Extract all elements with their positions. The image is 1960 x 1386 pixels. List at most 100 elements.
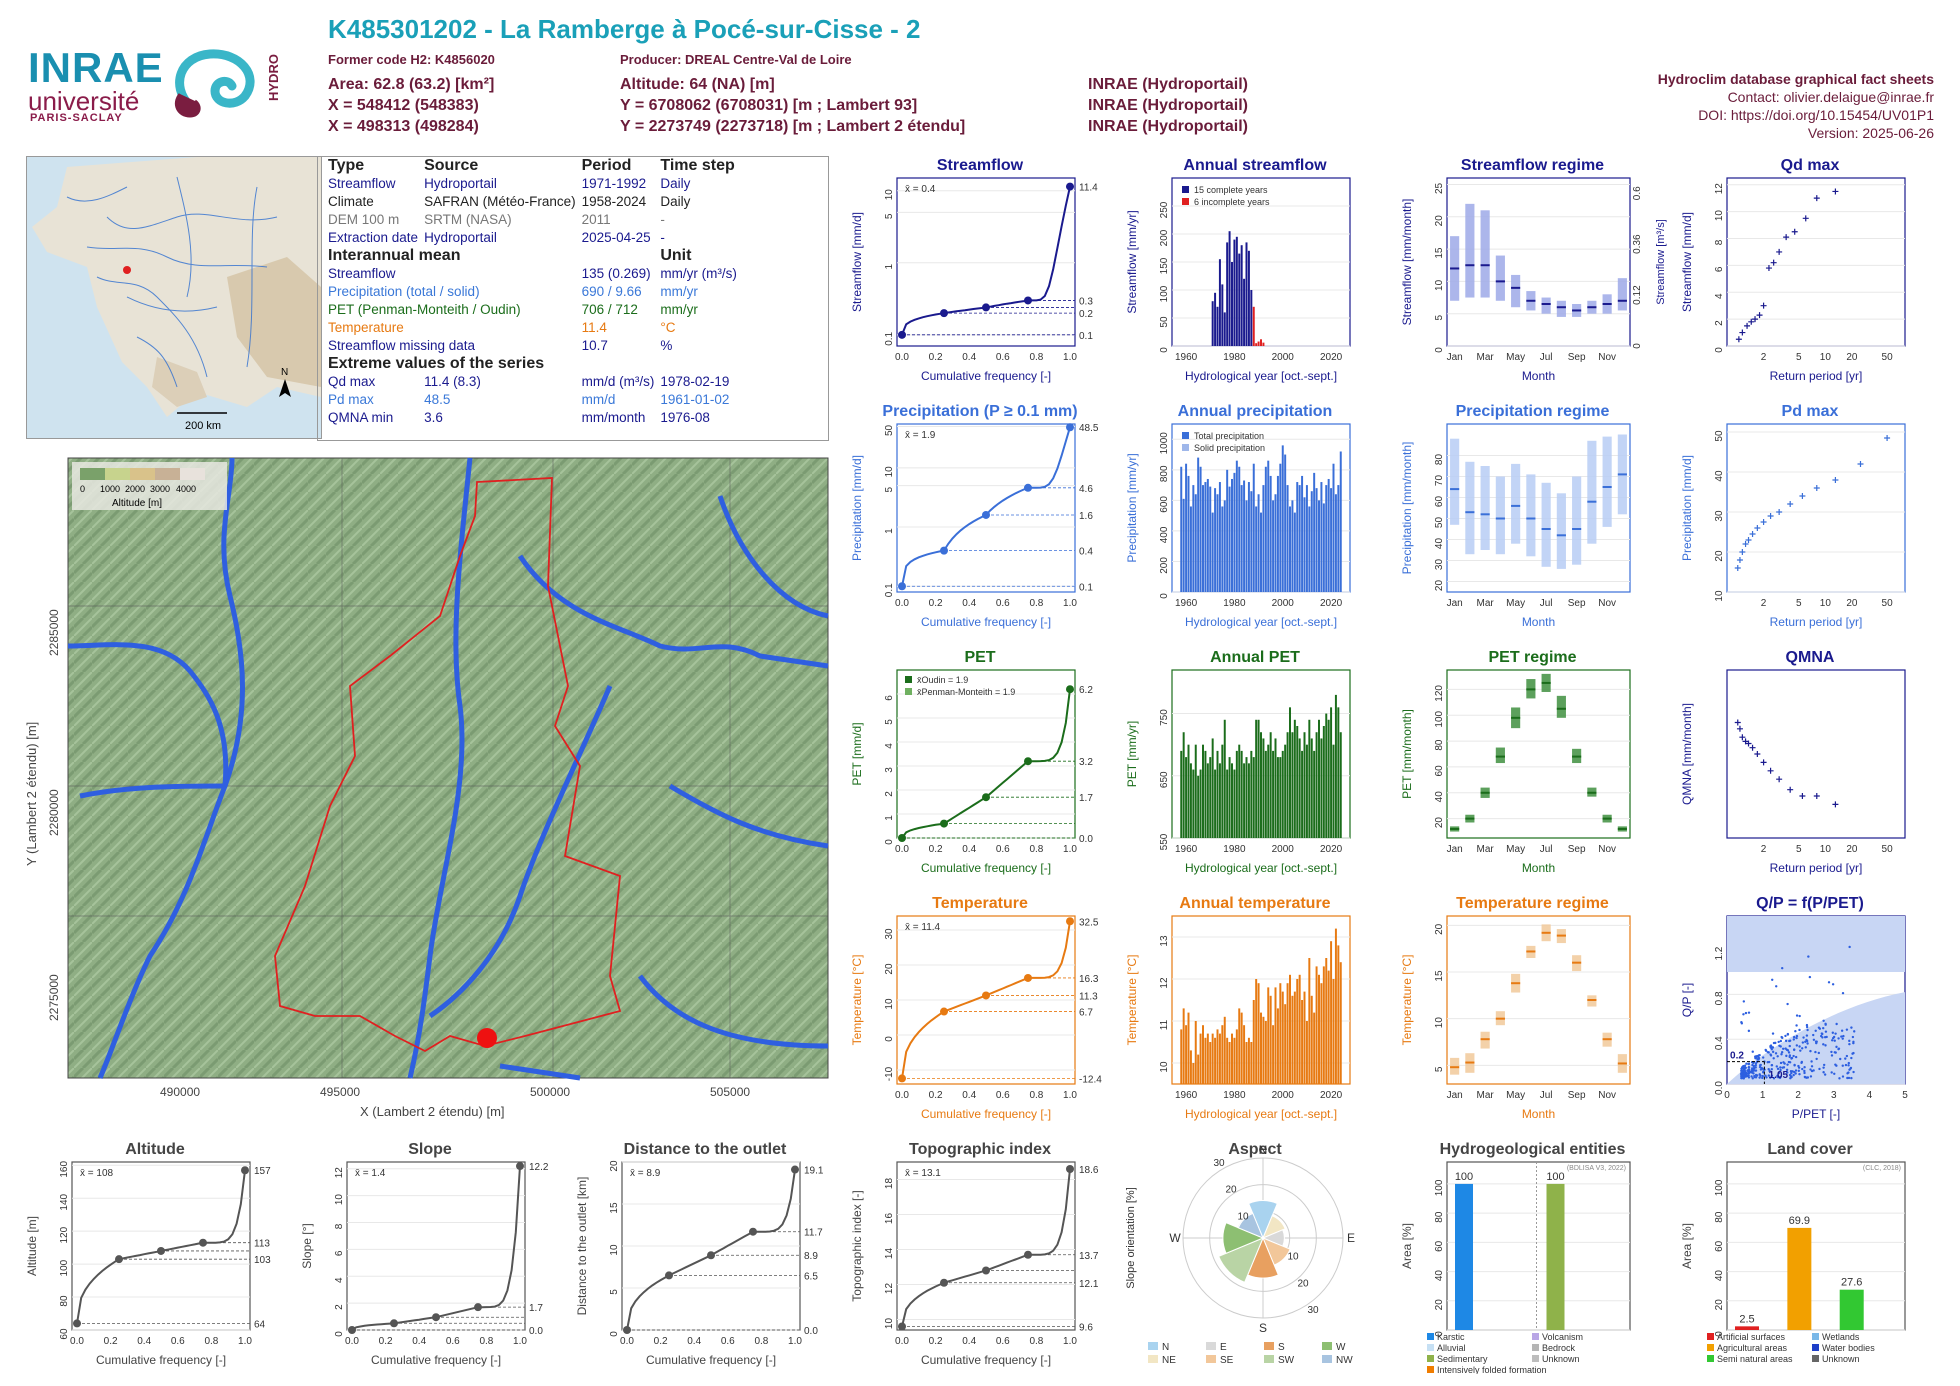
bar <box>1250 491 1253 592</box>
fdc-line <box>76 1170 246 1324</box>
y-tick-label: 10 <box>1159 1061 1170 1073</box>
qp-point <box>1848 1042 1851 1046</box>
bar <box>1221 284 1224 346</box>
return-period-point <box>1736 557 1743 563</box>
bar <box>1189 1050 1192 1084</box>
legend-swatch <box>1812 1355 1819 1362</box>
quantile-point <box>749 1227 757 1236</box>
legend-label: Volcanism <box>1542 1332 1583 1342</box>
axis-label: Temperature [°C] <box>1400 955 1414 1046</box>
plot-frame <box>1726 177 1906 347</box>
x-tick-label: 20 <box>1846 598 1858 609</box>
qp-point <box>1809 1068 1812 1071</box>
qp-point <box>1814 1050 1817 1054</box>
axis-label: Hydrological year [oct.-sept.] <box>1185 369 1337 383</box>
mean-label: x̄ = 1.4 <box>355 1168 386 1179</box>
qp-point <box>1822 1071 1825 1074</box>
bar <box>1267 987 1270 1084</box>
doi: DOI: https://doi.org/10.15454/UV01P1 <box>1698 107 1934 123</box>
return-period-point <box>1754 751 1761 757</box>
quantile-label: 11.7 <box>804 1228 823 1239</box>
y-tick-label: 70 <box>1434 475 1445 487</box>
mean-label: x̄ = 13.1 <box>905 1168 941 1179</box>
bar <box>1276 757 1279 838</box>
x-tick-label: 0.0 <box>895 352 909 363</box>
bar <box>1192 769 1195 838</box>
info-cell: SAFRAN (Météo-France) <box>424 194 576 209</box>
bar <box>1199 1033 1202 1084</box>
quantile-label: 0.0 <box>804 1326 818 1337</box>
qp-point <box>1847 1064 1850 1067</box>
bar <box>1218 1033 1221 1084</box>
qp-point <box>1842 1034 1845 1038</box>
y-tick-label: 4 <box>334 1277 345 1283</box>
fdc-line <box>351 1165 521 1331</box>
y-tick-label: 16 <box>884 1213 895 1225</box>
north-arrow-icon <box>279 379 291 397</box>
bar <box>1206 478 1209 592</box>
qp-point <box>1847 1061 1851 1065</box>
y-tick-label: 11 <box>1159 1019 1170 1030</box>
axis-label: Temperature [°C] <box>850 955 864 1046</box>
x-tick-label: 0.4 <box>137 1336 151 1347</box>
quantile-point <box>898 582 906 591</box>
bar <box>1250 290 1253 346</box>
qp-point <box>1771 1050 1775 1054</box>
legend-swatch <box>1532 1355 1539 1362</box>
qp-point <box>1803 1069 1806 1073</box>
bar <box>1262 485 1265 592</box>
qp-point <box>1775 985 1778 988</box>
quantile-point <box>1066 917 1074 926</box>
return-period-point <box>1787 786 1794 793</box>
x-tick-label: Sep <box>1568 598 1586 609</box>
return-period-point <box>1791 228 1798 235</box>
bar <box>1322 726 1325 838</box>
qp-point <box>1779 1061 1783 1065</box>
fdc-line <box>901 426 1071 587</box>
x-tick-label: 0.8 <box>479 1336 493 1347</box>
legend-label: Alluvial <box>1437 1343 1466 1353</box>
bar <box>1289 506 1291 592</box>
mean-value: 690 / 9.66 <box>581 284 642 299</box>
bar <box>1218 259 1221 346</box>
qp-point <box>1812 1038 1816 1042</box>
qp-point <box>1761 1076 1764 1080</box>
quantile-label: 9.6 <box>1079 1323 1093 1334</box>
bar <box>1245 500 1248 592</box>
quantile-point <box>940 819 948 828</box>
qp-point <box>1770 1067 1773 1071</box>
distance-chart: Distance to the outlet 0 5 10 15 20 Distance t… <box>575 1141 824 1367</box>
plot-frame <box>71 1161 251 1331</box>
y-tick-label: 50 <box>1434 517 1445 529</box>
y-tick-label: 80 <box>1714 1211 1725 1223</box>
quantile-label: -12.4 <box>1079 1074 1102 1085</box>
qp-point <box>1798 1072 1801 1076</box>
y-tick-label: 0.1 <box>884 331 895 345</box>
bar <box>1228 486 1231 592</box>
bar <box>1264 750 1267 838</box>
qp-point <box>1767 1067 1770 1071</box>
qp-point <box>1795 1014 1799 1017</box>
mean-label: PET (Penman-Monteith / Oudin) <box>328 302 521 317</box>
bar <box>1308 958 1311 1084</box>
bar <box>1180 750 1183 838</box>
qp-point <box>1754 1069 1758 1072</box>
chart-title: Precipitation regime <box>1456 403 1610 420</box>
qp-point <box>1747 1066 1751 1069</box>
x-tick-label: 2 <box>1761 352 1767 363</box>
qp-point <box>1748 1071 1751 1075</box>
bar <box>1238 744 1241 838</box>
qp-point <box>1769 1053 1772 1056</box>
qp-point <box>1821 1036 1824 1039</box>
axis-label: Cumulative frequency [-] <box>646 1353 776 1367</box>
mean-label: x̄ = 8.9 <box>630 1168 661 1179</box>
bar <box>1260 732 1262 838</box>
bar <box>1228 757 1231 838</box>
legend-title: Altitude [m] <box>112 498 162 509</box>
col-type: Type <box>328 157 365 174</box>
y-tick-label: 20 <box>1434 923 1445 935</box>
qp-point <box>1847 1071 1850 1074</box>
bar <box>1284 744 1287 838</box>
x-tick-label: Nov <box>1598 844 1616 855</box>
bar <box>1235 460 1238 592</box>
